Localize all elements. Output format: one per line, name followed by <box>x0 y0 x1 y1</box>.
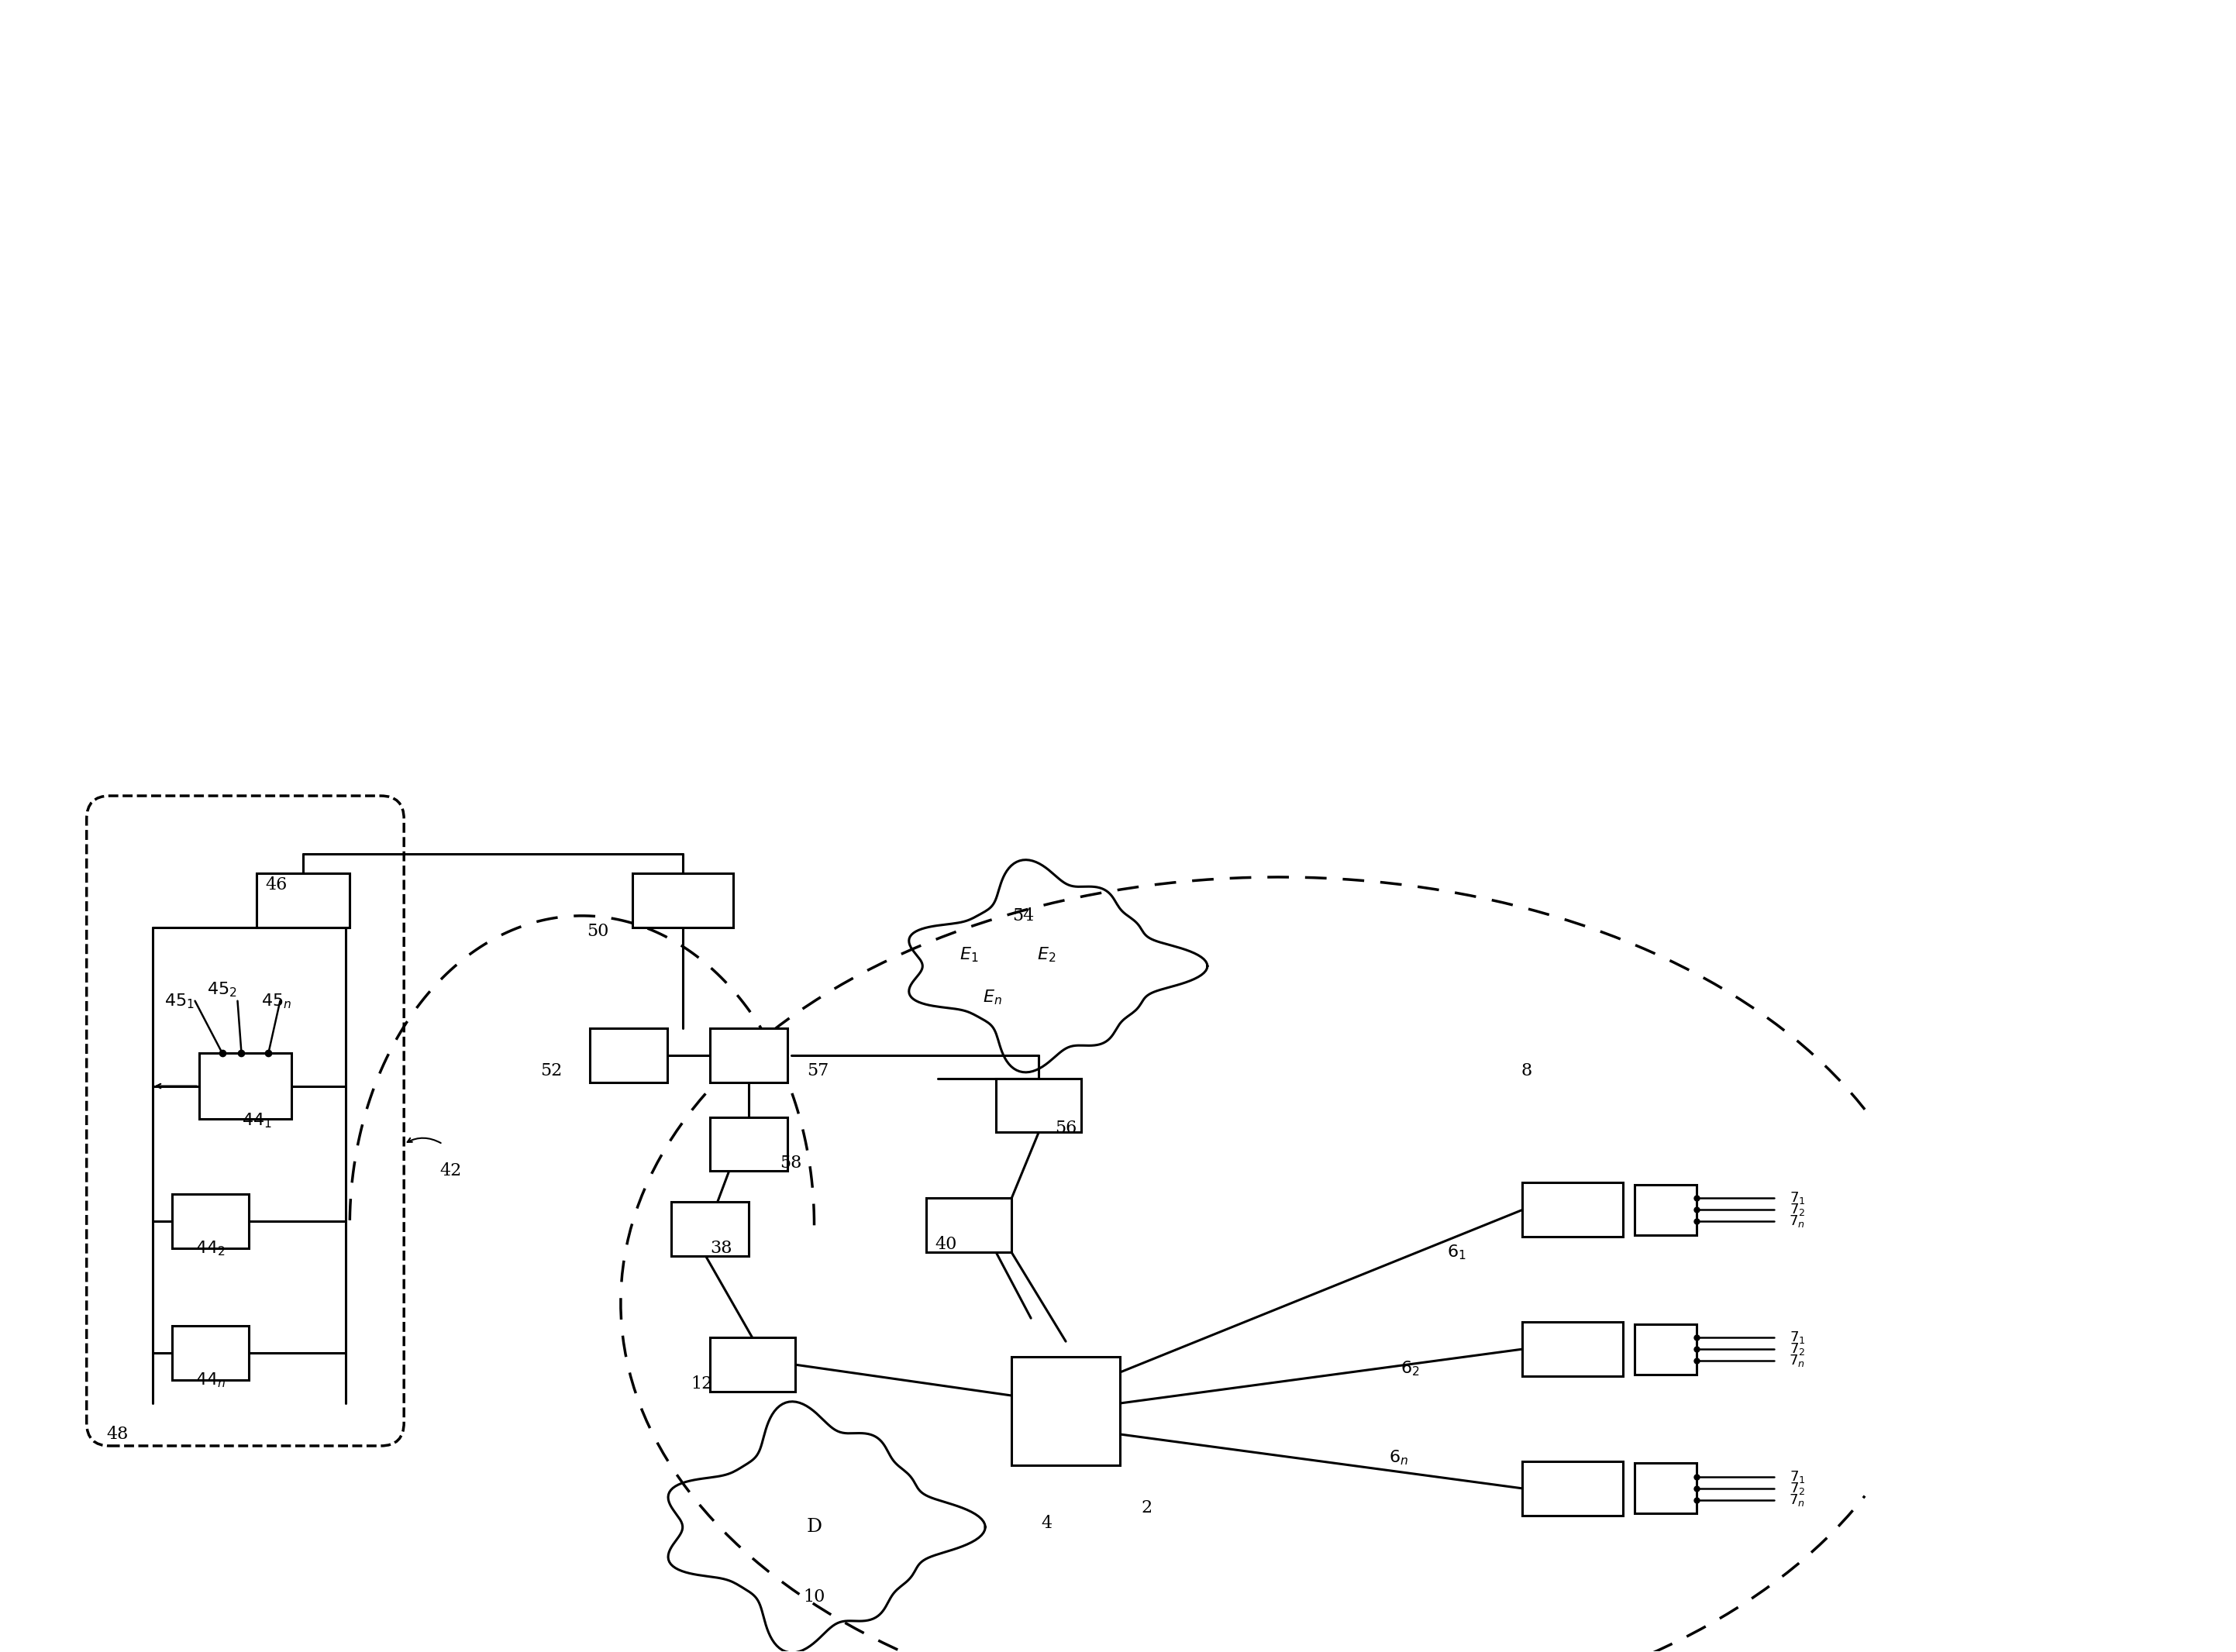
FancyBboxPatch shape <box>1635 1184 1697 1236</box>
Text: $7_n$: $7_n$ <box>1789 1492 1804 1508</box>
Text: 48: 48 <box>107 1426 127 1442</box>
Text: 54: 54 <box>1013 907 1033 923</box>
Text: $45_n$: $45_n$ <box>262 991 291 1009</box>
FancyBboxPatch shape <box>1011 1356 1120 1465</box>
Text: $44_n$: $44_n$ <box>195 1371 226 1389</box>
Text: $7_2$: $7_2$ <box>1789 1480 1804 1497</box>
Text: $6_n$: $6_n$ <box>1389 1449 1409 1467</box>
Text: $45_2$: $45_2$ <box>208 980 237 998</box>
FancyBboxPatch shape <box>1523 1183 1623 1237</box>
Text: $45_1$: $45_1$ <box>165 991 195 1009</box>
Text: $6_2$: $6_2$ <box>1400 1360 1420 1378</box>
FancyBboxPatch shape <box>709 1338 794 1391</box>
Text: $7_1$: $7_1$ <box>1789 1469 1804 1485</box>
Text: 4: 4 <box>1042 1515 1051 1531</box>
Text: 8: 8 <box>1520 1062 1532 1079</box>
FancyBboxPatch shape <box>590 1028 666 1082</box>
Text: $7_2$: $7_2$ <box>1789 1341 1804 1356</box>
FancyBboxPatch shape <box>995 1079 1082 1132</box>
FancyBboxPatch shape <box>709 1028 787 1082</box>
FancyBboxPatch shape <box>1635 1323 1697 1374</box>
Text: $7_n$: $7_n$ <box>1789 1214 1804 1229</box>
Text: 58: 58 <box>780 1155 803 1171</box>
Text: 46: 46 <box>266 876 286 894</box>
Text: 57: 57 <box>807 1062 830 1079</box>
FancyBboxPatch shape <box>671 1203 749 1256</box>
Text: $44_2$: $44_2$ <box>195 1239 226 1257</box>
FancyBboxPatch shape <box>633 874 733 927</box>
Text: $E_n$: $E_n$ <box>982 988 1002 1006</box>
Text: 10: 10 <box>803 1588 825 1606</box>
Text: $7_2$: $7_2$ <box>1789 1203 1804 1218</box>
Text: $7_n$: $7_n$ <box>1789 1353 1804 1368</box>
Text: 2: 2 <box>1143 1500 1152 1517</box>
FancyBboxPatch shape <box>172 1194 248 1249</box>
FancyBboxPatch shape <box>1523 1462 1623 1515</box>
FancyBboxPatch shape <box>1523 1322 1623 1376</box>
Text: 12: 12 <box>691 1376 713 1393</box>
FancyBboxPatch shape <box>926 1198 1011 1252</box>
FancyBboxPatch shape <box>172 1327 248 1379</box>
Text: $7_1$: $7_1$ <box>1789 1330 1804 1345</box>
Text: 56: 56 <box>1055 1120 1078 1137</box>
Text: 42: 42 <box>440 1163 461 1180</box>
Text: $E_2$: $E_2$ <box>1038 945 1055 963</box>
Text: D: D <box>807 1518 823 1536</box>
Text: $44_1$: $44_1$ <box>241 1112 273 1130</box>
Text: 50: 50 <box>586 923 608 940</box>
Text: $6_1$: $6_1$ <box>1447 1244 1467 1262</box>
FancyBboxPatch shape <box>709 1117 787 1171</box>
Text: 38: 38 <box>711 1241 733 1257</box>
FancyBboxPatch shape <box>257 874 349 927</box>
Text: $E_1$: $E_1$ <box>959 945 979 963</box>
Text: 52: 52 <box>541 1062 561 1079</box>
Text: $7_1$: $7_1$ <box>1789 1191 1804 1206</box>
FancyBboxPatch shape <box>1635 1464 1697 1513</box>
FancyBboxPatch shape <box>199 1052 291 1118</box>
Text: 40: 40 <box>935 1236 957 1254</box>
